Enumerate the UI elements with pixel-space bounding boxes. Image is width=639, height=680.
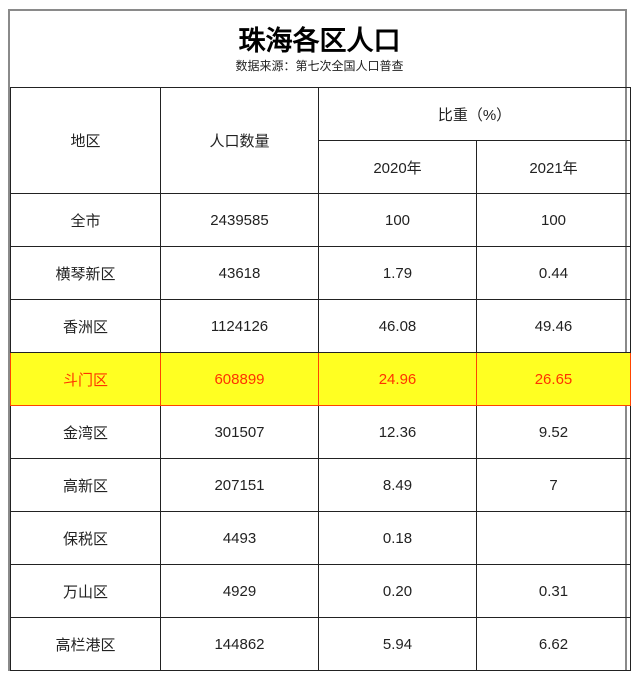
table-row: 保税区 4493 0.18 [10,511,631,565]
cell-population: 144862 [160,617,319,671]
cell-y2020: 1.79 [318,246,477,300]
cell-y2020: 24.96 [318,352,477,406]
cell-region: 横琴新区 [10,246,161,300]
cell-y2021: 0.31 [476,564,631,618]
cell-region: 斗门区 [10,352,161,406]
cell-y2021: 100 [476,193,631,247]
table-row: 金湾区 301507 12.36 9.52 [10,405,631,459]
cell-y2020: 5.94 [318,617,477,671]
cell-population: 608899 [160,352,319,406]
cell-region: 保税区 [10,511,161,565]
table-row: 横琴新区 43618 1.79 0.44 [10,246,631,300]
header-2021: 2021年 [476,140,631,194]
cell-y2020: 0.18 [318,511,477,565]
table-row: 全市 2439585 100 100 [10,193,631,247]
cell-region: 香洲区 [10,299,161,353]
cell-population: 4493 [160,511,319,565]
cell-region: 全市 [10,193,161,247]
table-row: 万山区 4929 0.20 0.31 [10,564,631,618]
table-row: 斗门区 608899 24.96 26.65 [10,352,631,406]
header-region: 地区 [10,87,161,194]
data-source: 数据来源：第七次全国人口普查 [235,59,404,73]
cell-y2021: 6.62 [476,617,631,671]
header-share: 比重（%） [318,87,631,141]
cell-population: 4929 [160,564,319,618]
cell-y2021 [476,511,631,565]
page-title: 珠海各区人口 [238,26,401,56]
cell-region: 高新区 [10,458,161,512]
cell-region: 万山区 [10,564,161,618]
cell-y2020: 12.36 [318,405,477,459]
header-row: 地区 人口数量 比重（%） [10,87,631,194]
cell-y2021: 7 [476,458,631,512]
cell-y2021: 49.46 [476,299,631,353]
cell-population: 207151 [160,458,319,512]
cell-y2020: 0.20 [318,564,477,618]
header-row: 2020年 2021年 [11,140,631,194]
title-block: 珠海各区人口 数据来源：第七次全国人口普查 [10,11,629,88]
cell-y2021: 26.65 [476,352,631,406]
cell-y2021: 0.44 [476,246,631,300]
header-2020: 2020年 [318,140,477,194]
cell-population: 301507 [160,405,319,459]
cell-population: 1124126 [160,299,319,353]
cell-y2020: 46.08 [318,299,477,353]
cell-region: 金湾区 [10,405,161,459]
population-table: 地区 人口数量 比重（%） 2020年 2021年 全市 2439585 100 10… [10,87,631,671]
table-row: 香洲区 1124126 46.08 49.46 [10,299,631,353]
cell-y2020: 8.49 [318,458,477,512]
cell-region: 高栏港区 [10,617,161,671]
cell-y2021: 9.52 [476,405,631,459]
cell-y2020: 100 [318,193,477,247]
cell-population: 43618 [160,246,319,300]
header-population: 人口数量 [160,87,319,194]
table-row: 高栏港区 144862 5.94 6.62 [10,617,631,671]
cell-population: 2439585 [160,193,319,247]
table-row: 高新区 207151 8.49 7 [10,458,631,512]
